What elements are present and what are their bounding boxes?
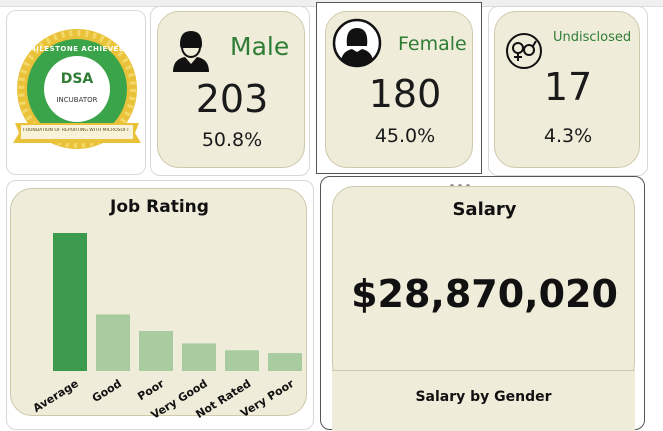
male-user-icon [173,31,209,72]
male-count: 203 [195,77,269,121]
bar-very-good[interactable] [182,343,216,371]
male-pct: 50.8% [201,129,263,151]
salary-title: Salary [452,199,517,220]
gender-symbols-icon [506,33,542,69]
job-rating-chart [53,233,302,371]
salary-by-gender-panel: Salary by Gender [332,370,635,431]
male-card: Male 203 50.8% [157,11,305,168]
salary-by-gender-title: Salary by Gender [415,389,552,405]
bar-average[interactable] [53,233,87,371]
salary-card: Salary $28,870,020 [332,186,635,386]
female-card: Female 180 45.0% [325,11,473,168]
job-rating-card: Job Rating Average Good Poor Very Good Not R… [10,188,307,422]
bar-not-rated[interactable] [225,350,259,371]
bar-good[interactable] [96,314,130,371]
badge-top-text: MILESTONE ACHIEVED [28,45,126,53]
undisclosed-pct: 4.3% [543,125,593,147]
female-label: Female [398,33,467,55]
male-label: Male [230,32,290,61]
undisclosed-label: Undisclosed [553,30,632,45]
female-count: 180 [368,72,442,116]
badge-center-text: DSA [60,71,94,87]
badge-sub-text: INCUBATOR [56,96,98,104]
undisclosed-card: Undisclosed 17 4.3% [494,11,640,168]
bar-very-poor[interactable] [268,353,302,371]
badge-tile: MILESTONE ACHIEVED DSA INCUBATOR FOUNDAT… [6,10,146,175]
undisclosed-count: 17 [543,65,593,109]
badge-ribbon-text: FOUNDATION OF REPORTING WITH MICROSOFT E… [23,128,131,133]
salary-value: $28,870,020 [351,272,618,316]
milestone-badge-icon [13,29,141,149]
female-pct: 45.0% [374,125,436,147]
job-rating-title: Job Rating [110,197,209,217]
female-user-icon [332,18,382,68]
bar-poor[interactable] [139,330,173,371]
